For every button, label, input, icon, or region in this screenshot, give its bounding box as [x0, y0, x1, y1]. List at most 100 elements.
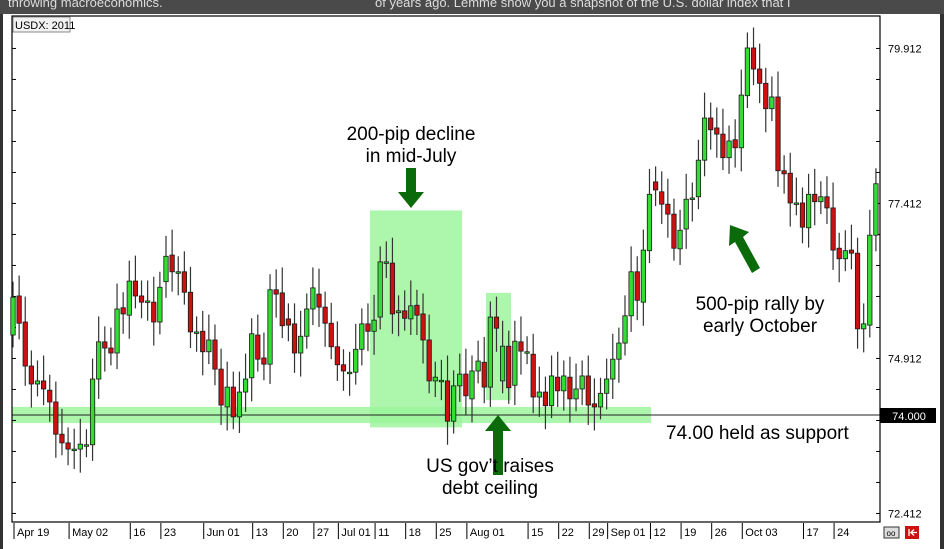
candle-body-down: [322, 306, 328, 324]
candle: [744, 32, 751, 109]
candle-body-up: [701, 117, 708, 161]
candle: [861, 303, 867, 353]
candle: [120, 292, 126, 334]
link-icon[interactable]: oo: [883, 526, 900, 539]
candle-body-down: [402, 310, 408, 319]
candle-body-up: [604, 378, 610, 394]
candle: [499, 320, 506, 394]
candle-body-up: [646, 193, 653, 252]
candle: [524, 336, 530, 365]
candle: [683, 173, 689, 249]
window-edge-right: [940, 14, 944, 549]
candle: [818, 181, 824, 215]
x-tick-label: 18: [409, 527, 421, 539]
candle: [224, 361, 230, 431]
candle: [291, 303, 298, 373]
candle-body-down: [132, 280, 138, 297]
candle: [738, 69, 744, 172]
candle: [677, 209, 683, 265]
candle-body-up: [236, 391, 243, 418]
candle: [444, 355, 451, 445]
candle: [793, 177, 799, 216]
candle: [604, 358, 610, 410]
candle-body-up: [304, 308, 310, 337]
candle: [781, 155, 787, 194]
x-tick-label: 20: [286, 527, 298, 539]
candle-body-down: [671, 213, 677, 249]
down-arrow-icon: [398, 168, 424, 208]
background-page-strip: throwing macroeconomics. of years ago. L…: [0, 0, 944, 14]
candle: [659, 171, 665, 225]
candle: [365, 303, 371, 352]
candle: [359, 308, 365, 366]
candle: [487, 301, 493, 407]
candle-body-down: [591, 403, 598, 408]
candle: [481, 336, 487, 404]
candle: [432, 361, 438, 398]
candle-body-up: [524, 351, 530, 354]
candle: [10, 281, 16, 348]
candle-body-up: [873, 183, 879, 236]
candle: [799, 187, 806, 244]
background-text-right: of years ago. Lemme show you a snapshot …: [375, 0, 791, 10]
x-tick-label: 12: [653, 527, 665, 539]
candle-body-up: [34, 380, 41, 385]
candle-body-down: [138, 295, 145, 303]
candle-body-up: [408, 305, 414, 320]
symbol-label: USDX: 2011: [15, 20, 75, 32]
candle: [47, 374, 53, 422]
x-tick-label: 26: [715, 527, 727, 539]
candle: [701, 92, 708, 177]
candle-body-up: [438, 379, 445, 383]
candle: [169, 229, 175, 292]
candle-body-down: [493, 316, 500, 329]
candle: [463, 348, 469, 416]
candle-body-up: [512, 340, 518, 386]
candle-body-up: [298, 335, 304, 354]
candle-body-up: [371, 319, 377, 332]
candle: [383, 241, 389, 278]
candle-body-up: [689, 197, 695, 200]
x-tick-label: 25: [439, 527, 451, 539]
candle: [187, 266, 194, 349]
candle-body-down: [775, 96, 781, 172]
candle: [298, 310, 304, 377]
price-label-text: 74.000: [892, 411, 926, 423]
candle-body-down: [481, 361, 487, 388]
candle-body-down: [830, 207, 836, 251]
candle-body-up: [457, 373, 463, 387]
candle-body-down: [420, 313, 426, 341]
candle-body-up: [432, 376, 438, 382]
candle: [548, 355, 555, 419]
candle-body-down: [720, 133, 726, 159]
candle-body-up: [640, 249, 646, 303]
symbol-label-box: USDX: 2011: [12, 16, 75, 33]
candle: [353, 323, 359, 385]
candle-body-up: [193, 331, 200, 334]
candle: [836, 232, 842, 283]
candle-body-down: [340, 364, 347, 372]
candle: [242, 353, 249, 412]
candle-body-down: [273, 289, 279, 295]
candle-body-down: [714, 127, 720, 135]
candle: [340, 349, 347, 391]
debt-text-1: US gov’t raises: [426, 456, 554, 477]
candle: [334, 321, 340, 381]
candle: [83, 429, 90, 458]
candle: [34, 360, 41, 397]
candle: [695, 139, 702, 210]
candle-body-up: [10, 296, 16, 336]
candle: [451, 370, 457, 434]
candle: [653, 166, 659, 207]
candle-body-down: [750, 47, 757, 70]
candle: [16, 275, 22, 340]
candle-body-up: [310, 287, 316, 310]
candle-body-up: [71, 448, 77, 452]
jump-to-end-icon[interactable]: [905, 526, 919, 539]
candle-body-down: [848, 249, 855, 254]
candle: [28, 350, 34, 408]
candle: [806, 173, 812, 248]
candle: [328, 302, 334, 360]
candle: [842, 230, 848, 272]
candle-body-down: [634, 271, 640, 301]
